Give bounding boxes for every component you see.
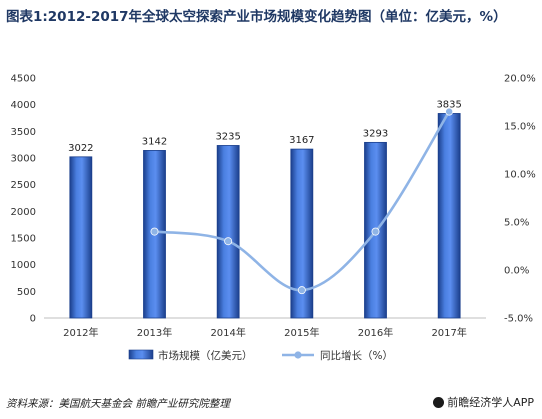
y-right-tick-label: 10.0% — [504, 170, 536, 181]
legend-line-label: 同比增长（%） — [320, 349, 393, 362]
chart-legend: 市场规模（亿美元） 同比增长（%） — [128, 349, 393, 362]
bar — [69, 156, 93, 319]
growth-point — [371, 227, 380, 236]
legend-bar-label: 市场规模（亿美元） — [158, 349, 253, 362]
y-left-tick-label: 4000 — [11, 100, 36, 111]
line-series — [150, 107, 454, 295]
y-left-tick-label: 500 — [17, 287, 36, 298]
bar-series — [69, 113, 461, 319]
growth-point — [445, 107, 454, 116]
growth-point — [150, 227, 159, 236]
x-tick-label: 2015年 — [284, 326, 319, 339]
bar-value-label: 3235 — [215, 131, 240, 142]
y-left-tick-label: 1500 — [11, 234, 36, 245]
bar — [437, 113, 461, 319]
x-tick-label: 2014年 — [210, 326, 245, 339]
bar-value-label: 3167 — [289, 135, 314, 146]
bar — [290, 148, 314, 319]
legend-bar-swatch — [128, 349, 154, 360]
data-labels: 3022 3142 3235 3167 3293 3835 — [68, 99, 462, 153]
growth-point — [224, 237, 233, 246]
bar-value-label: 3022 — [68, 143, 93, 154]
y-left-tick-label: 0 — [30, 314, 36, 325]
x-tick-label: 2013年 — [137, 326, 172, 339]
brand-logo-icon — [433, 396, 445, 408]
source-note: 资料来源：美国航天基金会 前瞻产业研究院整理 — [6, 398, 230, 410]
chart-title: 图表1:2012-2017年全球太空探索产业市场规模变化趋势图（单位：亿美元，%… — [6, 9, 507, 25]
y-left-tick-label: 2500 — [11, 180, 36, 191]
y-right-tick-label: 15.0% — [504, 122, 536, 133]
y-left-tick-label: 1000 — [11, 260, 36, 271]
growth-point — [297, 286, 306, 295]
bar-value-label: 3293 — [363, 128, 388, 139]
y-right-tick-label: -5.0% — [504, 314, 533, 325]
x-tick-label: 2016年 — [358, 326, 393, 339]
bar-value-label: 3142 — [142, 136, 167, 147]
brand-name: 前瞻经济学人APP — [447, 396, 534, 409]
y-left-tick-label: 4500 — [11, 74, 36, 85]
y-left-tick-label: 3000 — [11, 154, 36, 165]
y-right-tick-label: 0.0% — [504, 266, 529, 277]
chart-axes: 0 500 1000 1500 2000 2500 3000 3500 4000 4500 -5.0… — [11, 74, 536, 340]
bar — [216, 145, 240, 319]
y-right-tick-label: 5.0% — [504, 218, 529, 229]
y-right-tick-label: 20.0% — [504, 74, 536, 85]
x-tick-label: 2017年 — [431, 326, 466, 339]
bar-value-label: 3835 — [436, 99, 461, 110]
x-tick-label: 2012年 — [63, 326, 98, 339]
legend-line-marker — [294, 351, 302, 359]
y-left-tick-label: 3500 — [11, 127, 36, 138]
brand-mark: 前瞻经济学人APP — [433, 394, 534, 410]
y-left-tick-label: 2000 — [11, 207, 36, 218]
